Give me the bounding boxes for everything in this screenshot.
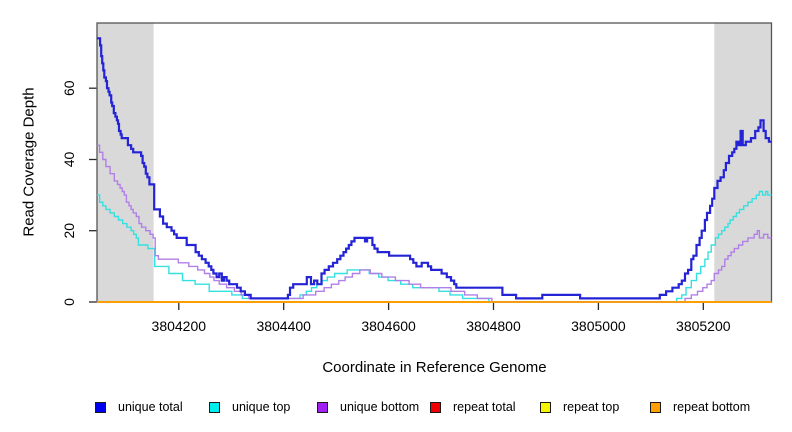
y-axis-label: Read Coverage Depth <box>20 87 38 237</box>
x-tick-label: 3804800 <box>466 318 521 334</box>
x-tick-label: 3804400 <box>256 318 311 334</box>
x-tick-label: 3804600 <box>361 318 416 334</box>
x-tick-label: 3804200 <box>152 318 207 334</box>
y-tick-label: 0 <box>61 298 77 306</box>
y-tick-label: 40 <box>61 152 77 168</box>
series-line-unique-bottom <box>97 144 772 303</box>
series-line-unique-top <box>97 190 772 303</box>
y-tick-label: 20 <box>61 223 77 239</box>
shaded-region <box>714 23 772 302</box>
x-tick-label: 3805200 <box>676 318 731 334</box>
x-axis-label: Coordinate in Reference Genome <box>322 359 547 376</box>
plot-border <box>96 22 773 303</box>
x-tick-label: 3805000 <box>571 318 626 334</box>
y-tick-label: 60 <box>61 80 77 96</box>
series-line-unique-total <box>97 37 772 300</box>
